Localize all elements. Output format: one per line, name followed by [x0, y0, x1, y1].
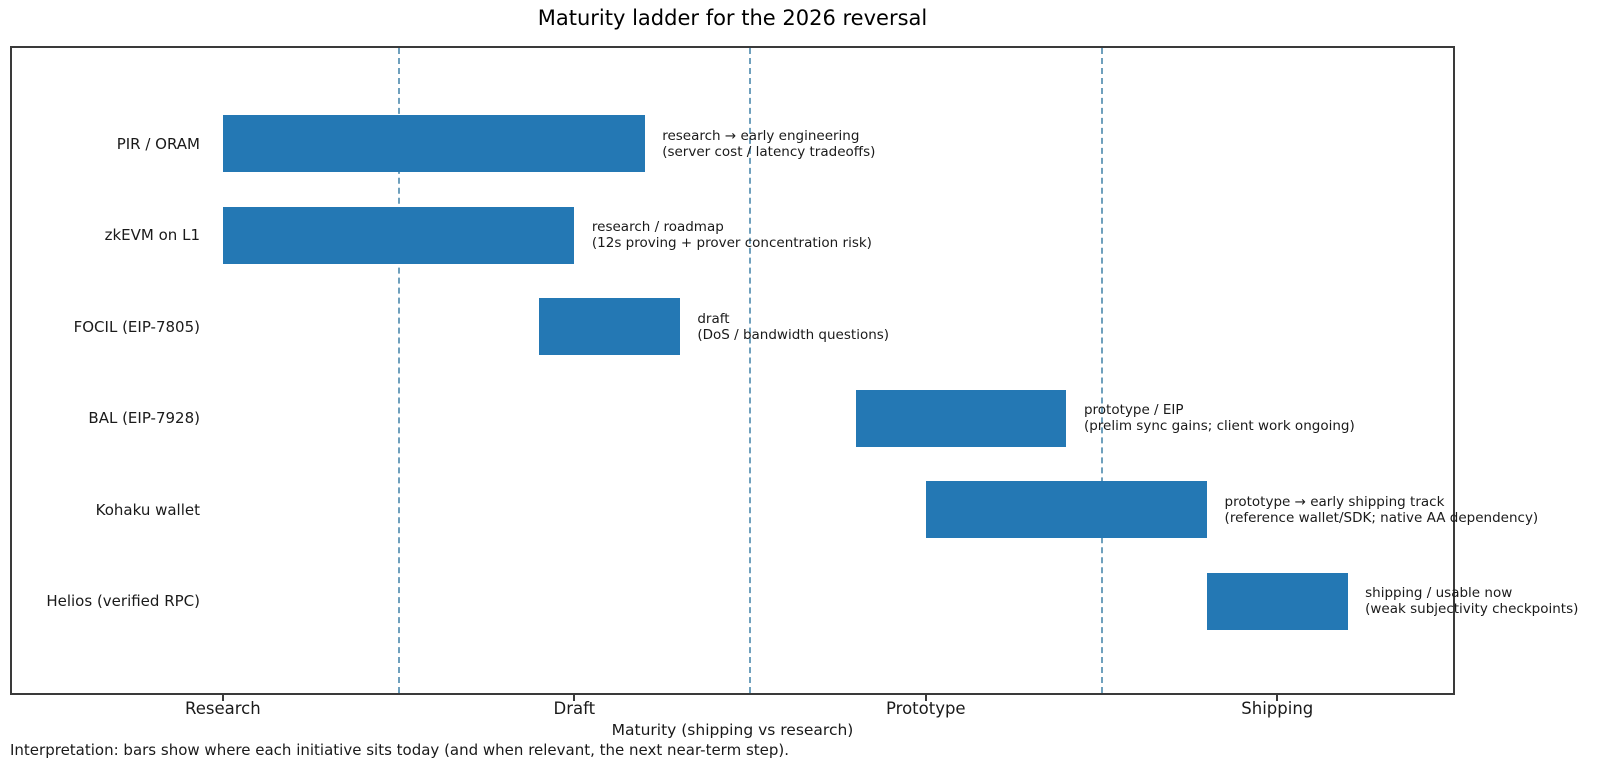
row-annotation-line2-3: (prelim sync gains; client work ongoing)	[1083, 418, 1355, 434]
row-annotation-line1-2: draft	[697, 310, 730, 327]
row-annotation-line1-3: prototype / EIP	[1083, 402, 1184, 418]
row-annotation-line1-1: research / roadmap	[591, 219, 724, 235]
x-tick-mark-2	[924, 695, 927, 701]
row-label-4: Kohaku wallet	[95, 500, 200, 519]
row-annotation-line2-5: (weak subjectivity checkpoints)	[1365, 601, 1579, 617]
x-tick-label-research: Research	[185, 699, 261, 718]
stage-separator-line-2	[1100, 48, 1103, 693]
x-tick-label-prototype: Prototype	[885, 699, 966, 718]
row-annotation-3: prototype / EIP (prelim sync gains; clien…	[1084, 402, 1355, 434]
maturity-bar-1	[222, 206, 575, 264]
row-annotation-5: shipping / usable now (weak subjectivity …	[1365, 585, 1578, 617]
x-axis-label: Maturity (shipping vs research)	[611, 721, 854, 739]
row-annotation-1: research / roadmap (12s proving + prover …	[592, 219, 872, 251]
row-annotation-line1-0: research → early engineering	[662, 127, 860, 144]
stage-separator-line-1	[749, 48, 752, 693]
row-annotation-line1-5: shipping / usable now	[1365, 585, 1513, 601]
row-annotation-4: prototype → early shipping track (referen…	[1225, 494, 1539, 526]
row-annotation-0: research → early engineering (server cost…	[662, 128, 875, 160]
row-annotation-line2-4: (reference wallet/SDK; native AA depende…	[1224, 509, 1539, 526]
plot-area: PIR / ORAM research → early engineering (s…	[10, 46, 1578, 695]
x-tick-label-draft: Draft	[553, 699, 596, 718]
row-label-0: PIR / ORAM	[116, 134, 200, 153]
x-tick-mark-3	[1276, 695, 1279, 701]
maturity-bar-3	[855, 389, 1067, 447]
row-label-5: Helios (verified RPC)	[46, 592, 200, 610]
maturity-bar-4	[925, 481, 1207, 538]
row-label-1: zkEVM on L1	[104, 226, 200, 244]
row-label-2: FOCIL (EIP-7805)	[73, 317, 200, 336]
row-annotation-line1-4: prototype → early shipping track	[1224, 493, 1445, 510]
maturity-bar-0	[222, 115, 645, 172]
row-annotation-line2-2: (DoS / bandwidth questions)	[697, 326, 890, 343]
row-annotation-line2-0: (server cost / latency tradeoffs)	[662, 143, 876, 160]
stage-separator-line-0	[397, 48, 400, 693]
x-tick-label-shipping: Shipping	[1241, 699, 1314, 718]
row-annotation-2: draft (DoS / bandwidth questions)	[697, 311, 889, 343]
row-annotation-line2-1: (12s proving + prover concentration risk…	[591, 235, 872, 251]
chart-title: Maturity ladder for the 2026 reversal	[537, 6, 928, 30]
row-label-3: BAL (EIP-7928)	[88, 409, 200, 427]
maturity-bar-2	[539, 298, 680, 355]
maturity-bar-5	[1206, 572, 1348, 630]
x-tick-mark-0	[221, 695, 224, 701]
interpretation-footnote: Interpretation: bars show where each ini…	[10, 741, 790, 759]
x-tick-mark-1	[573, 695, 576, 701]
